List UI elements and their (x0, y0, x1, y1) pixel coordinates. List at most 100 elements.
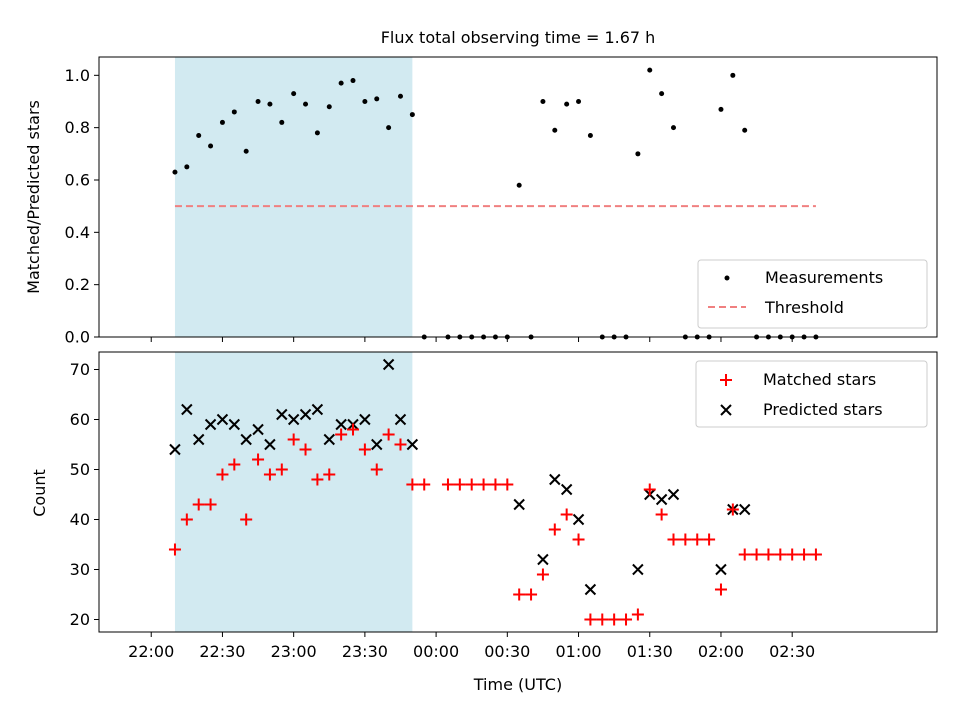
predicted-star-point (667, 488, 680, 501)
x-tick-label: 01:00 (555, 642, 601, 661)
matched-star-point (228, 458, 241, 471)
predicted-star-point (276, 408, 288, 421)
matched-star-point (809, 548, 822, 561)
predicted-star-point (216, 413, 229, 426)
matched-star-point (477, 478, 490, 491)
measurement-point (540, 98, 546, 104)
predicted-star-point (371, 438, 383, 451)
x-axis-label: Time (UTC) (473, 675, 562, 694)
matched-star-point (180, 513, 193, 526)
measurement-point (219, 119, 225, 125)
matched-star-point (299, 443, 312, 456)
top-axes-frame (98, 56, 938, 338)
measurement-point (730, 72, 736, 78)
matched-star-point (406, 478, 419, 491)
predicted-star-point (560, 483, 573, 496)
legend-label-matched: Matched stars (763, 370, 876, 389)
matched-star-point (548, 523, 561, 536)
measurement-point (576, 98, 582, 104)
matched-star-point (453, 478, 466, 491)
top-y-tick-label: 0.8 (65, 118, 90, 137)
measurement-point (350, 78, 356, 84)
x-tick-label: 00:00 (413, 642, 459, 661)
matched-star-point (323, 468, 336, 481)
matched-star-point (560, 508, 573, 521)
x-tick-label: 01:30 (627, 642, 673, 661)
matched-star-point (620, 613, 633, 626)
matched-star-point (441, 478, 454, 491)
predicted-star-point (252, 423, 264, 436)
measurement-point (314, 130, 320, 136)
measurement-point (303, 101, 309, 107)
matched-star-point (240, 513, 253, 526)
measurement-point (196, 133, 202, 139)
matched-star-point (679, 533, 692, 546)
bottom-legend-box (695, 360, 928, 428)
predicted-star-point (181, 403, 193, 416)
measurement-point (659, 91, 665, 97)
chart-title: Flux total observing time = 1.67 h (381, 28, 656, 47)
matched-star-point (358, 443, 371, 456)
legend-marker-matched (720, 374, 732, 386)
measurement-point (718, 106, 724, 112)
top-y-tick-label: 0.4 (65, 223, 90, 242)
matched-star-point (762, 548, 775, 561)
predicted-star-point (537, 553, 549, 566)
matched-star-point (584, 613, 597, 626)
bottom-y-tick-label: 70 (70, 360, 90, 379)
matched-star-point (252, 453, 265, 466)
measurement-point (279, 119, 285, 125)
legend-label-measurements: Measurements (765, 268, 883, 287)
measurement-point (386, 125, 392, 131)
matched-star-point (370, 463, 383, 476)
measurement-point (338, 80, 344, 86)
matched-star-point (643, 483, 656, 496)
predicted-star-point (394, 413, 407, 426)
measurement-point (172, 169, 178, 175)
measurement-point (231, 109, 237, 115)
matched-star-point (204, 498, 217, 511)
predicted-star-point (264, 438, 276, 451)
measurement-point (208, 143, 214, 149)
bottom-y-tick-label: 30 (70, 560, 90, 579)
matched-star-point (774, 548, 787, 561)
x-tick-label: 23:30 (342, 642, 388, 661)
predicted-star-point (572, 513, 585, 526)
matched-star-point (192, 498, 205, 511)
legend-label-threshold: Threshold (764, 298, 844, 317)
measurement-point (635, 151, 641, 157)
top-y-tick-label: 0.2 (65, 275, 90, 294)
predicted-star-point (715, 563, 727, 576)
top-y-tick-label: 0.0 (65, 328, 90, 347)
matched-star-point (501, 478, 514, 491)
x-tick-label: 00:30 (484, 642, 530, 661)
measurement-point (291, 91, 297, 97)
x-tick-label: 22:30 (199, 642, 245, 661)
matched-star-point (263, 468, 276, 481)
predicted-star-point (192, 433, 205, 446)
top-shaded-region (174, 57, 413, 337)
predicted-star-point (739, 503, 751, 516)
measurement-point (326, 104, 332, 110)
predicted-star-point (311, 403, 324, 416)
bottom-y-tick-label: 50 (70, 460, 90, 479)
predicted-star-point (228, 418, 241, 431)
matched-star-point (347, 423, 360, 436)
bottom-y-axis-label: Count (30, 469, 49, 517)
predicted-star-point (549, 473, 561, 486)
predicted-star-point (169, 443, 181, 456)
matched-star-point (394, 438, 407, 451)
top-legend: Measurements Threshold (697, 259, 928, 329)
measurement-point (564, 101, 570, 107)
measurement-point (552, 127, 558, 133)
legend-marker-predicted (720, 404, 732, 416)
top-y-tick-label: 1.0 (65, 66, 90, 85)
predicted-star-point (335, 418, 347, 431)
measurement-point (587, 133, 593, 139)
measurement-point (397, 93, 403, 99)
measurement-point (243, 148, 249, 154)
matched-star-point (418, 478, 431, 491)
measurement-point (647, 67, 653, 73)
bottom-y-tick-label: 60 (70, 410, 90, 429)
